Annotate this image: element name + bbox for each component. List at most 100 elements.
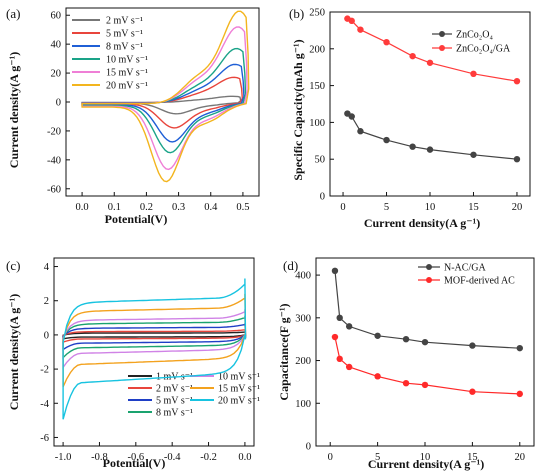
- legend-label: 20 mV s⁻¹: [106, 81, 148, 92]
- x-tick-label: 20: [515, 452, 526, 463]
- legend-label: 15 mV s⁻¹: [106, 68, 148, 79]
- legend-marker: [426, 277, 432, 283]
- legend-label: ZnCo₂O₄: [456, 30, 493, 41]
- data-point: [470, 151, 477, 158]
- panel-label: (c): [6, 258, 20, 273]
- x-tick-label: 0.4: [204, 202, 218, 213]
- y-tick-label: 0: [320, 192, 325, 203]
- data-point: [336, 355, 343, 363]
- x-tick-label: -0.6: [128, 452, 145, 463]
- data-point: [426, 59, 434, 66]
- x-tick-label: 15: [467, 452, 478, 463]
- y-tick-label: -20: [47, 126, 61, 137]
- y-tick-label: -4: [40, 399, 49, 410]
- y-tick-label: 0: [306, 442, 311, 453]
- data-point: [383, 38, 390, 46]
- y-tick-label: 150: [309, 81, 325, 92]
- data-point: [409, 143, 416, 150]
- data-point: [516, 344, 523, 352]
- data-point: [426, 146, 434, 153]
- data-point: [383, 136, 390, 144]
- data-point: [402, 335, 410, 343]
- x-tick-label: -0.2: [200, 452, 217, 463]
- data-point: [336, 314, 343, 322]
- legend-label: 5 mV s⁻¹: [106, 29, 143, 40]
- data-point: [348, 17, 355, 25]
- legend-label: 10 mV s⁻¹: [218, 372, 260, 383]
- x-tick-label: 0.2: [140, 202, 153, 213]
- panel-label: (a): [6, 6, 20, 21]
- legend-marker: [426, 264, 432, 270]
- x-tick-label: 0.5: [236, 202, 249, 213]
- y-axis-label: Current density(A g⁻¹): [7, 294, 21, 410]
- x-tick-label: 0.3: [172, 202, 185, 213]
- y-axis-label: Capacitance(F g⁻¹): [277, 303, 291, 400]
- panel-label: (d): [283, 258, 298, 273]
- x-tick-label: -1.0: [55, 452, 72, 463]
- y-tick-label: -6: [40, 433, 49, 444]
- y-tick-label: 0: [44, 330, 49, 341]
- y-tick-label: 250: [309, 8, 325, 19]
- cv-curve-6: [81, 10, 250, 183]
- data-point: [469, 342, 476, 349]
- data-point: [357, 26, 364, 33]
- legend-label: MOF-derived AC: [444, 276, 515, 287]
- panel-label: (b): [289, 6, 304, 21]
- y-axis-label: Specific Capacity(mAh g⁻¹): [291, 39, 305, 180]
- y-tick-label: 0: [56, 98, 61, 109]
- data-point: [513, 156, 521, 163]
- y-tick-label: 100: [309, 118, 325, 129]
- series-line-1: [347, 113, 518, 160]
- x-axis-label: Current density(A g⁻¹): [368, 457, 484, 471]
- legend-label: 2 mV s⁻¹: [106, 16, 143, 27]
- data-point: [345, 363, 353, 371]
- x-tick-label: 15: [468, 202, 479, 213]
- legend-label: 8 mV s⁻¹: [156, 408, 193, 419]
- y-axis-label: Current density(A g⁻¹): [7, 52, 21, 168]
- data-point: [421, 338, 429, 346]
- y-tick-label: -40: [47, 155, 61, 166]
- x-tick-label: 10: [420, 452, 431, 463]
- panel-a: 0.0 0.1 0.2 0.3 0.4 0.5 -60 -40 -20 0 20 40 60 Potent…: [6, 6, 260, 226]
- y-tick-label: 4: [44, 262, 50, 273]
- panel-c: -1.0 -0.8 -0.6 -0.4 -0.2 0.0 -6 -4 -2 0 2 4 Potentia…: [6, 257, 260, 470]
- data-point: [345, 323, 353, 330]
- x-tick-label: 10: [425, 202, 436, 213]
- y-tick-label: 300: [295, 313, 311, 324]
- data-point: [348, 113, 355, 120]
- y-tick-label: -2: [40, 365, 49, 376]
- legend-label: 10 mV s⁻¹: [106, 55, 148, 66]
- y-tick-label: 200: [309, 44, 325, 55]
- plot-frame: [329, 11, 531, 197]
- data-point: [470, 70, 477, 78]
- x-axis-label: Current density(A g⁻¹): [364, 216, 480, 230]
- y-tick-label: -60: [47, 184, 61, 195]
- x-tick-label: -0.4: [164, 452, 181, 463]
- data-point: [469, 388, 476, 395]
- data-point: [331, 333, 339, 341]
- data-point: [402, 379, 410, 387]
- y-tick-label: 200: [295, 356, 311, 367]
- legend-label: N-AC/GA: [444, 263, 486, 274]
- y-tick-label: 60: [51, 11, 62, 22]
- legend-label: 15 mV s⁻¹: [218, 384, 260, 395]
- x-tick-label: 5: [375, 452, 380, 463]
- x-axis-label: Potential(V): [105, 212, 168, 226]
- legend-marker: [439, 45, 445, 51]
- y-tick-label: 400: [295, 271, 311, 282]
- legend-label: ZnCo₂O₄/GA: [456, 44, 511, 55]
- cv-curve-2: [62, 329, 247, 344]
- x-tick-label: 0: [328, 452, 333, 463]
- y-tick-label: 2: [44, 296, 49, 307]
- data-point: [513, 77, 521, 85]
- data-point: [516, 390, 523, 398]
- y-tick-label: 20: [51, 69, 62, 80]
- x-tick-label: 5: [384, 202, 389, 213]
- data-point: [374, 332, 381, 339]
- data-point: [357, 128, 364, 135]
- x-tick-label: 0.0: [76, 202, 89, 213]
- y-tick-label: 40: [51, 40, 62, 51]
